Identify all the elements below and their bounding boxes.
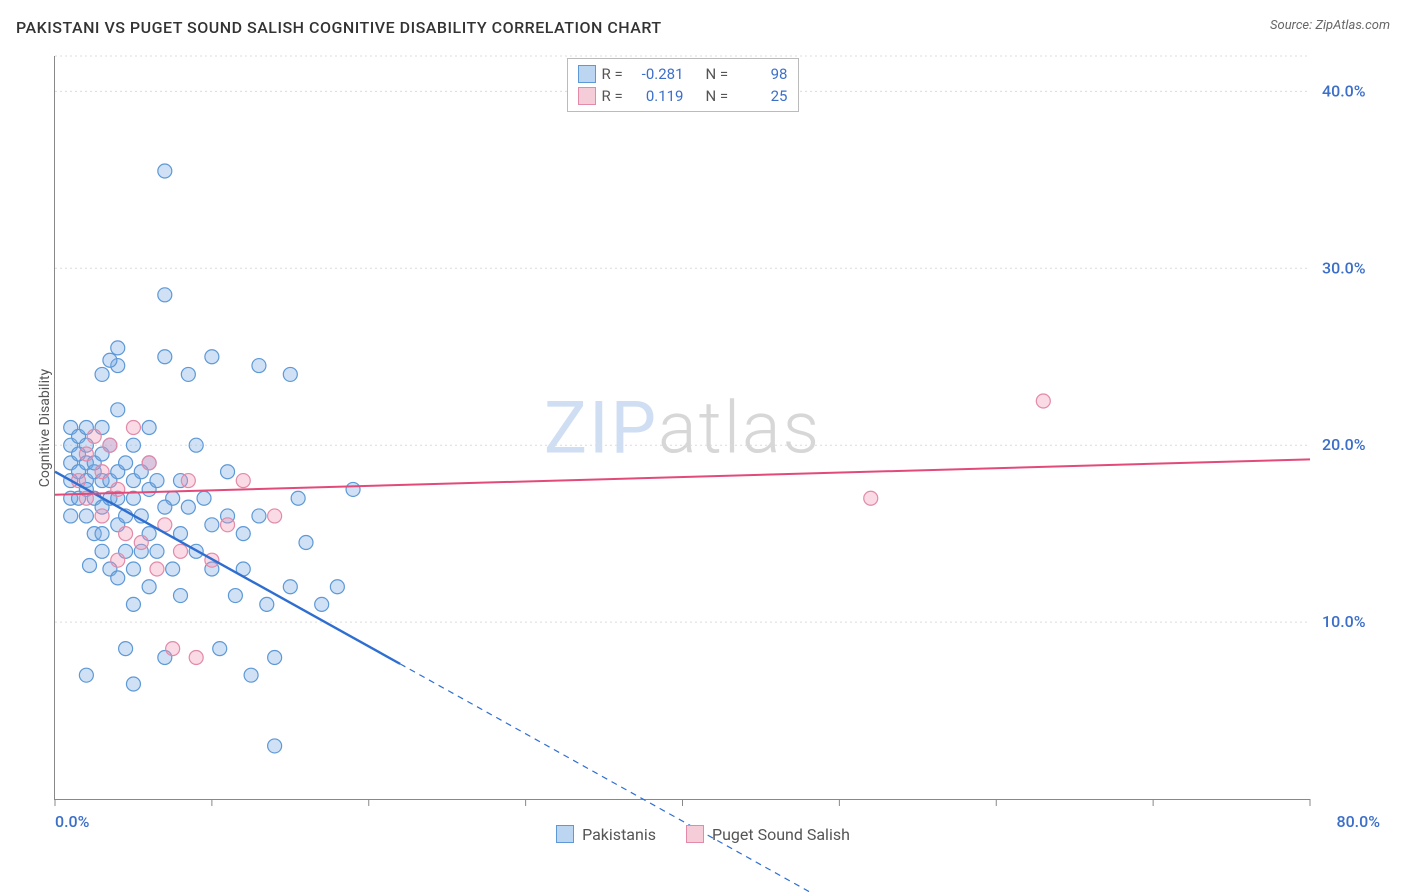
data-point (126, 677, 140, 691)
data-point (103, 438, 117, 452)
legend-label: Puget Sound Salish (712, 825, 850, 844)
series-swatch (556, 825, 574, 843)
data-point (221, 518, 235, 532)
data-point (315, 597, 329, 611)
data-point (244, 668, 258, 682)
data-point (236, 527, 250, 541)
data-point (126, 562, 140, 576)
data-point (95, 527, 109, 541)
y-tick-label: 40.0% (1322, 81, 1366, 100)
data-point (158, 164, 172, 178)
y-tick-label: 10.0% (1322, 612, 1366, 631)
legend-label: Pakistanis (582, 825, 656, 844)
data-point (252, 359, 266, 373)
data-point (64, 509, 78, 523)
data-point (111, 403, 125, 417)
data-point (111, 482, 125, 496)
chart-container: Cognitive Disability ZIPatlas 10.0%20.0%… (16, 56, 1390, 852)
data-point (864, 491, 878, 505)
data-point (181, 367, 195, 381)
data-point (79, 447, 93, 461)
data-point (150, 544, 164, 558)
data-point (126, 597, 140, 611)
data-point (189, 438, 203, 452)
data-point (330, 580, 344, 594)
legend-item: Puget Sound Salish (686, 825, 850, 844)
data-point (142, 580, 156, 594)
data-point (1036, 394, 1050, 408)
data-point (213, 642, 227, 656)
data-point (142, 456, 156, 470)
data-point (142, 421, 156, 435)
chart-title: PAKISTANI VS PUGET SOUND SALISH COGNITIV… (16, 18, 662, 37)
stats-row: R =0.119N =25 (578, 85, 788, 107)
data-point (283, 367, 297, 381)
data-point (79, 668, 93, 682)
bottom-legend: Pakistanis Puget Sound Salish (16, 816, 1390, 852)
plot-area: Cognitive Disability ZIPatlas 10.0%20.0%… (54, 56, 1310, 800)
data-point (166, 642, 180, 656)
data-point (95, 509, 109, 523)
data-point (205, 350, 219, 364)
data-point (268, 739, 282, 753)
data-point (111, 553, 125, 567)
y-axis-label: Cognitive Disability (37, 368, 53, 486)
data-point (252, 509, 266, 523)
data-point (166, 562, 180, 576)
data-point (268, 509, 282, 523)
series-swatch (578, 87, 596, 105)
data-point (150, 562, 164, 576)
series-swatch (686, 825, 704, 843)
y-tick-label: 30.0% (1322, 258, 1366, 277)
stats-row: R =-0.281N =98 (578, 63, 788, 85)
data-point (119, 527, 133, 541)
data-point (174, 589, 188, 603)
data-point (228, 589, 242, 603)
data-point (111, 341, 125, 355)
data-point (95, 465, 109, 479)
data-point (283, 580, 297, 594)
data-point (181, 500, 195, 514)
correlation-stats-box: R =-0.281N =98R =0.119N =25 (567, 58, 799, 112)
data-point (95, 544, 109, 558)
data-point (205, 518, 219, 532)
data-point (346, 482, 360, 496)
legend-item: Pakistanis (556, 825, 656, 844)
data-point (119, 642, 133, 656)
data-point (126, 438, 140, 452)
data-point (87, 429, 101, 443)
data-point (79, 509, 93, 523)
data-point (181, 474, 195, 488)
data-point (236, 474, 250, 488)
data-point (268, 650, 282, 664)
data-point (291, 491, 305, 505)
data-point (103, 353, 117, 367)
data-point (158, 288, 172, 302)
scatter-plot-svg: 10.0%20.0%30.0%40.0%0.0%80.0% (55, 56, 1310, 799)
data-point (119, 456, 133, 470)
data-point (134, 535, 148, 549)
source-attribution: Source: ZipAtlas.com (1270, 18, 1390, 33)
data-point (150, 474, 164, 488)
data-point (260, 597, 274, 611)
data-point (197, 491, 211, 505)
data-point (299, 535, 313, 549)
data-point (174, 544, 188, 558)
data-point (111, 571, 125, 585)
series-swatch (578, 65, 596, 83)
data-point (95, 367, 109, 381)
data-point (158, 350, 172, 364)
data-point (83, 558, 97, 572)
trend-line-extrapolated (400, 664, 1310, 892)
data-point (158, 500, 172, 514)
data-point (126, 421, 140, 435)
data-point (221, 465, 235, 479)
y-tick-label: 20.0% (1322, 435, 1366, 454)
data-point (189, 650, 203, 664)
